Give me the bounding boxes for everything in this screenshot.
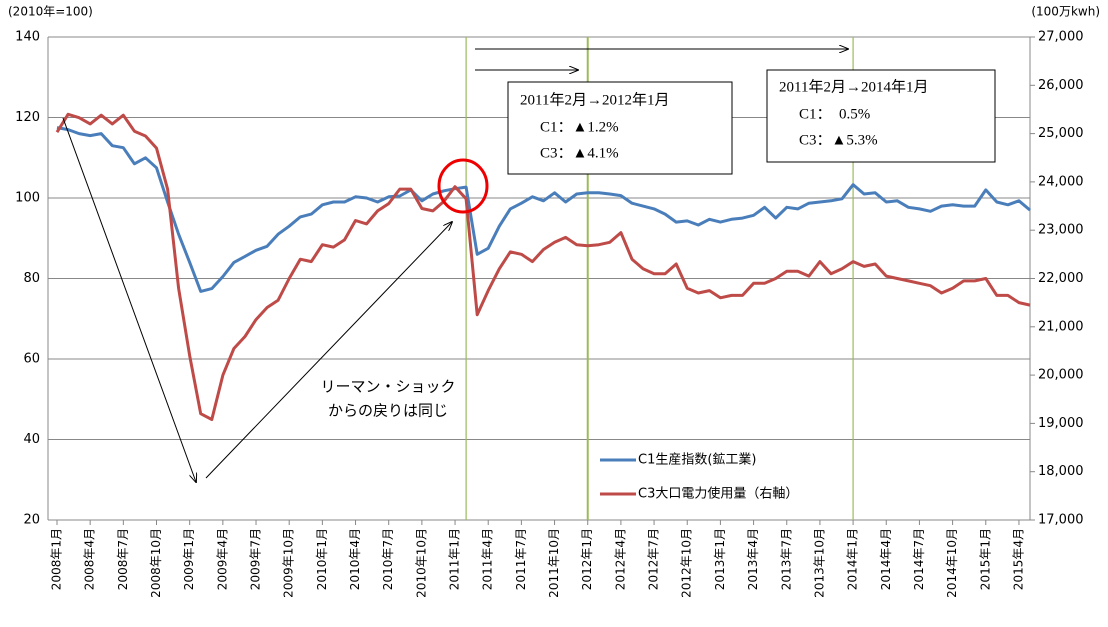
x-tick-label: 2014年1月 — [846, 528, 860, 590]
y2-tick-label: 22,000 — [1038, 271, 1084, 286]
y2-tick-label: 18,000 — [1038, 464, 1084, 479]
x-tick-label: 2012年4月 — [613, 528, 627, 590]
right-axis-unit: (100万kwh) — [1031, 5, 1100, 19]
annotation: からの戻りは同じ — [328, 402, 448, 420]
annotation-box — [766, 69, 996, 163]
annotation: リーマン・ショック — [320, 378, 455, 396]
x-tick-label: 2013年10月 — [812, 528, 826, 598]
x-tick-label: 2008年1月 — [50, 528, 64, 590]
annotation: 2011年2月→2012年1月 — [520, 91, 669, 108]
arrow — [62, 117, 196, 482]
x-tick-label: 2008年10月 — [149, 528, 163, 598]
left-axis-unit: (2010年=100) — [8, 5, 93, 19]
y2-tick-label: 24,000 — [1038, 174, 1084, 189]
x-tick-label: 2011年1月 — [448, 528, 462, 590]
y-tick-label: 120 — [15, 110, 40, 125]
x-tick-label: 2015年1月 — [978, 528, 992, 590]
x-tick-label: 2013年4月 — [746, 528, 760, 590]
y-tick-label: 20 — [23, 513, 40, 528]
x-tick-label: 2011年7月 — [514, 528, 528, 590]
annotation: C1：▲1.2% — [540, 119, 619, 135]
x-tick-label: 2010年10月 — [414, 528, 428, 598]
y-tick-label: 40 — [23, 432, 40, 447]
y-tick-label: 140 — [15, 30, 40, 45]
y2-tick-label: 19,000 — [1038, 416, 1084, 431]
annotation: 2011年2月→2014年1月 — [779, 78, 928, 95]
x-tick-label: 2012年7月 — [647, 528, 661, 590]
x-tick-label: 2009年1月 — [182, 528, 196, 590]
x-tick-label: 2013年7月 — [779, 528, 793, 590]
y2-tick-label: 23,000 — [1038, 223, 1084, 238]
y2-tick-label: 17,000 — [1038, 513, 1084, 528]
y-tick-label: 100 — [15, 191, 40, 206]
annotation: C3：▲4.1% — [540, 145, 619, 161]
x-tick-label: 2014年10月 — [945, 528, 959, 598]
x-tick-label: 2010年1月 — [315, 528, 329, 590]
legend-label: C1生産指数(鉱工業) — [638, 452, 757, 468]
highlight-circle — [437, 158, 489, 214]
x-tick-label: 2010年4月 — [348, 528, 362, 590]
annotation: C1： 0.5% — [799, 106, 870, 122]
x-tick-label: 2014年7月 — [912, 528, 926, 590]
y2-tick-label: 21,000 — [1038, 319, 1084, 334]
x-tick-label: 2012年10月 — [680, 528, 694, 598]
series-line — [55, 112, 1031, 421]
y2-tick-label: 26,000 — [1038, 78, 1084, 93]
series-line — [56, 126, 1031, 293]
x-tick-label: 2011年4月 — [481, 528, 495, 590]
x-tick-label: 2008年7月 — [116, 528, 130, 590]
x-tick-label: 2014年4月 — [879, 528, 893, 590]
x-tick-label: 2011年10月 — [547, 528, 561, 598]
x-tick-label: 2010年7月 — [381, 528, 395, 590]
arrow — [205, 222, 452, 479]
x-tick-label: 2008年4月 — [83, 528, 97, 590]
y-tick-label: 60 — [23, 352, 40, 367]
annotation: C3：▲5.3% — [799, 132, 878, 148]
x-tick-label: 2015年4月 — [1011, 528, 1025, 590]
y2-tick-label: 27,000 — [1038, 30, 1084, 45]
y2-tick-label: 20,000 — [1038, 368, 1084, 383]
annotation-box — [507, 81, 733, 175]
y2-tick-label: 25,000 — [1038, 126, 1084, 141]
x-tick-label: 2013年1月 — [713, 528, 727, 590]
legend-label: C3大口電力使用量（右軸） — [638, 486, 798, 502]
x-tick-label: 2012年1月 — [580, 528, 594, 590]
x-tick-label: 2009年7月 — [249, 528, 263, 590]
x-tick-label: 2009年4月 — [215, 528, 229, 590]
y-tick-label: 80 — [23, 271, 40, 286]
x-tick-label: 2009年10月 — [282, 528, 296, 598]
